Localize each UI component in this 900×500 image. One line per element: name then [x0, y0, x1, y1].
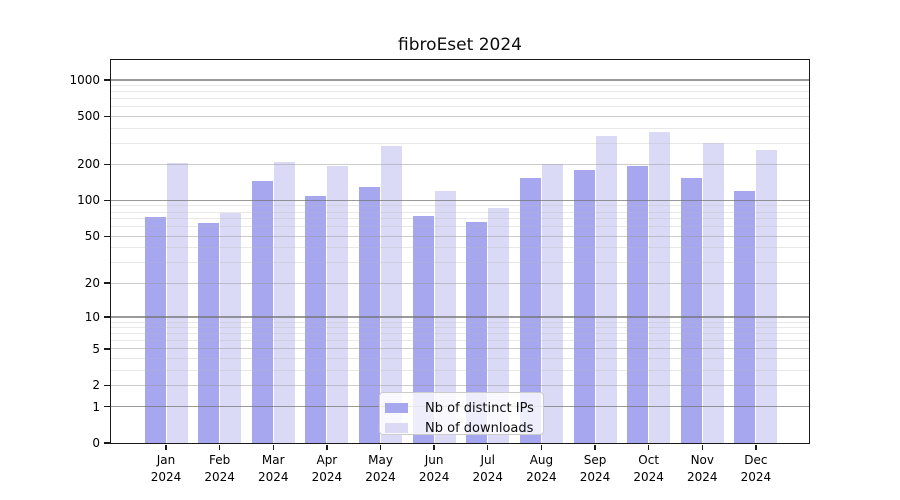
x-tick-mark — [326, 444, 328, 450]
legend-item-downloads: Nb of downloads — [385, 418, 543, 438]
x-tick-mark — [379, 444, 382, 450]
x-tick-label-jul: Jul 2024 — [472, 453, 504, 484]
y-tick-mark — [104, 163, 111, 165]
x-tick-mark — [487, 444, 489, 450]
y-tick-label: 5 — [92, 341, 100, 356]
bar-distinct-ips-apr — [305, 196, 327, 443]
bar-downloads-mar — [273, 161, 295, 443]
x-tick-label-oct: Oct 2024 — [633, 453, 664, 484]
y-tick-label: 100 — [77, 193, 100, 208]
x-tick-mark — [540, 444, 543, 450]
bar-downloads-dec — [756, 150, 778, 443]
y-tick-mark — [104, 384, 111, 386]
bar-downloads-may — [381, 145, 403, 443]
y-tick-mark — [104, 348, 111, 350]
y-tick-mark — [104, 316, 111, 318]
x-tick-mark — [755, 444, 757, 450]
x-tick-label-dec: Dec 2024 — [740, 453, 772, 484]
x-tick-mark — [218, 444, 221, 450]
y-tick-mark — [104, 115, 111, 117]
y-tick-mark — [104, 79, 111, 81]
bar-distinct-ips-jul — [466, 222, 488, 443]
legend-label: Nb of distinct IPs — [425, 400, 534, 416]
bar-distinct-ips-oct — [627, 166, 649, 443]
legend: Nb of distinct IPs Nb of downloads — [379, 392, 544, 438]
bar-distinct-ips-sep — [573, 170, 595, 443]
bar-distinct-ips-dec — [734, 190, 756, 443]
bar-distinct-ips-jan — [144, 216, 166, 443]
x-tick-mark — [272, 444, 274, 450]
y-tick-mark — [104, 199, 111, 202]
x-tick-label-feb: Feb 2024 — [204, 453, 235, 484]
bar-downloads-nov — [702, 143, 724, 443]
x-tick-mark — [165, 444, 167, 450]
y-tick-label: 2 — [92, 378, 100, 393]
x-tick-label-mar: Mar 2024 — [257, 453, 289, 484]
bars-layer — [111, 60, 809, 443]
x-tick-label-may: May 2024 — [365, 453, 396, 484]
y-tick-mark — [104, 442, 111, 444]
y-tick-label: 0 — [92, 436, 100, 450]
bar-downloads-jul — [488, 207, 510, 443]
y-tick-label: 1 — [92, 399, 100, 414]
bar-downloads-aug — [541, 164, 563, 443]
x-tick-mark — [701, 444, 703, 450]
y-tick-label: 20 — [84, 276, 100, 290]
bar-distinct-ips-nov — [680, 177, 702, 443]
y-tick-mark — [104, 235, 111, 238]
y-tick-mark — [104, 282, 111, 284]
x-tick-label-nov: Nov 2024 — [687, 453, 718, 484]
bar-distinct-ips-feb — [198, 222, 220, 443]
x-tick-label-aug: Aug 2024 — [526, 453, 557, 484]
bar-distinct-ips-aug — [519, 177, 541, 443]
bar-distinct-ips-may — [359, 186, 381, 443]
y-tick-label: 10 — [84, 309, 100, 324]
x-tick-mark — [647, 444, 650, 450]
legend-label: Nb of downloads — [425, 420, 534, 436]
y-tick-label: 200 — [77, 157, 100, 172]
x-tick-label-sep: Sep 2024 — [579, 453, 611, 484]
bar-distinct-ips-mar — [251, 180, 273, 443]
legend-swatch-distinct-ips — [385, 402, 408, 414]
bar-downloads-oct — [649, 132, 671, 443]
x-tick-mark — [433, 444, 435, 450]
bar-downloads-jan — [166, 162, 188, 443]
x-tick-label-apr: Apr 2024 — [311, 453, 343, 484]
x-tick-mark — [594, 444, 596, 450]
legend-swatch-downloads — [385, 422, 408, 434]
legend-item-distinct-ips: Nb of distinct IPs — [385, 398, 543, 418]
bar-downloads-sep — [595, 136, 617, 443]
x-tick-label-jun: Jun 2024 — [418, 453, 450, 484]
y-tick-label: 1000 — [69, 72, 100, 87]
y-tick-mark — [104, 405, 111, 408]
y-tick-label: 50 — [84, 229, 100, 244]
bar-downloads-apr — [327, 166, 349, 443]
bar-distinct-ips-jun — [412, 216, 434, 443]
chart-title: fibroEset 2024 — [398, 35, 522, 55]
bar-downloads-feb — [220, 213, 242, 443]
y-tick-label: 500 — [77, 109, 100, 124]
x-tick-label-jan: Jan 2024 — [150, 453, 182, 484]
